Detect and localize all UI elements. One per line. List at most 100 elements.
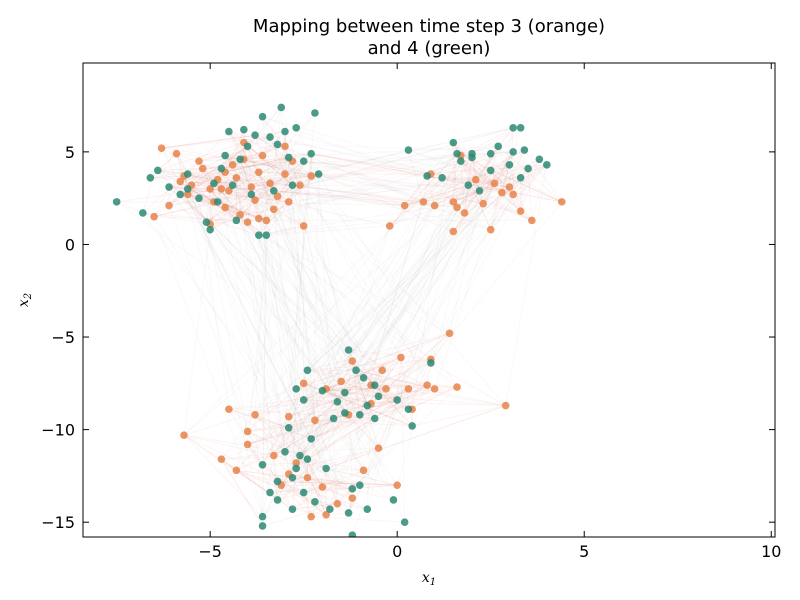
mapping-link bbox=[168, 197, 200, 207]
mapping-link bbox=[430, 164, 510, 175]
mapping-link bbox=[206, 182, 271, 223]
green-point bbox=[273, 496, 282, 504]
green-point bbox=[322, 464, 330, 473]
mapping-link bbox=[299, 455, 327, 515]
mapping-link bbox=[277, 160, 305, 197]
mapping-link bbox=[284, 112, 316, 147]
mapping-link bbox=[452, 170, 492, 232]
mapping-link bbox=[262, 155, 293, 478]
mapping-link bbox=[254, 134, 491, 231]
mapping-link bbox=[179, 181, 331, 510]
mapping-link bbox=[292, 486, 323, 510]
mapping-link bbox=[243, 136, 271, 144]
mapping-link bbox=[291, 161, 361, 486]
mapping-link bbox=[236, 177, 293, 186]
mapping-link bbox=[277, 486, 323, 501]
mapping-link bbox=[180, 171, 259, 195]
mapping-link bbox=[258, 212, 465, 236]
mapping-link bbox=[284, 388, 327, 453]
mapping-link bbox=[247, 399, 398, 445]
mapping-link bbox=[423, 190, 480, 203]
mapping-link bbox=[183, 175, 207, 223]
mapping-link bbox=[254, 157, 290, 201]
mapping-link bbox=[396, 201, 563, 401]
mapping-link bbox=[168, 193, 252, 207]
orange-point bbox=[445, 329, 454, 338]
mapping-link bbox=[452, 127, 522, 203]
orange-point bbox=[232, 466, 241, 475]
mapping-link bbox=[183, 170, 492, 436]
mapping-link bbox=[412, 405, 506, 427]
mapping-link bbox=[464, 164, 548, 214]
mapping-link bbox=[116, 201, 155, 218]
mapping-link bbox=[217, 179, 278, 501]
mapping-link bbox=[217, 186, 252, 203]
mapping-link bbox=[262, 416, 290, 466]
mapping-link bbox=[366, 201, 454, 510]
green-point bbox=[303, 366, 312, 375]
green-point bbox=[262, 231, 271, 239]
mapping-link bbox=[359, 384, 372, 415]
mapping-link bbox=[314, 401, 338, 421]
mapping-link bbox=[191, 184, 338, 403]
mapping-link bbox=[307, 458, 353, 499]
mapping-link bbox=[224, 129, 245, 173]
chart-title-line-1: Mapping between time step 3 (orange) bbox=[253, 16, 605, 37]
mapping-link bbox=[221, 458, 271, 493]
mapping-link bbox=[407, 359, 432, 410]
mapping-link bbox=[430, 127, 521, 175]
mapping-link bbox=[225, 153, 312, 173]
x-axis-label-subscript: 1 bbox=[430, 577, 436, 588]
mapping-link bbox=[288, 201, 327, 469]
green-point bbox=[408, 422, 416, 430]
mapping-link bbox=[303, 168, 529, 384]
mapping-link bbox=[340, 381, 409, 410]
green-point bbox=[165, 183, 173, 191]
mapping-link bbox=[262, 416, 290, 466]
mapping-link bbox=[423, 184, 469, 203]
mapping-link bbox=[284, 174, 312, 439]
mapping-link bbox=[333, 418, 364, 471]
mapping-link bbox=[291, 225, 305, 478]
mapping-link bbox=[307, 186, 510, 371]
mapping-link bbox=[527, 168, 533, 221]
mapping-link bbox=[205, 188, 211, 223]
mapping-link bbox=[224, 155, 271, 184]
green-point bbox=[288, 505, 297, 514]
mapping-link bbox=[243, 144, 278, 160]
mapping-link bbox=[187, 188, 398, 486]
mapping-link bbox=[232, 184, 304, 227]
mapping-link bbox=[374, 384, 458, 388]
mapping-link bbox=[348, 349, 435, 390]
mapping-link bbox=[307, 186, 510, 371]
orange-point bbox=[292, 459, 301, 467]
green-point bbox=[427, 359, 435, 367]
mapping-link bbox=[322, 388, 386, 392]
green-point bbox=[400, 518, 409, 526]
mapping-link bbox=[220, 142, 454, 460]
mapping-link bbox=[404, 175, 428, 206]
mapping-link bbox=[280, 107, 290, 202]
mapping-link bbox=[531, 164, 548, 221]
mapping-link bbox=[321, 390, 338, 504]
green-point bbox=[292, 124, 301, 132]
orange-point bbox=[307, 172, 315, 180]
mapping-link bbox=[453, 164, 548, 203]
mapping-link bbox=[266, 225, 390, 236]
green-point bbox=[344, 509, 353, 517]
mapping-link bbox=[243, 158, 319, 175]
mapping-link bbox=[228, 408, 301, 456]
mapping-link bbox=[374, 384, 506, 407]
mapping-link bbox=[508, 164, 522, 212]
green-point bbox=[273, 477, 282, 486]
mapping-link bbox=[225, 156, 289, 173]
mapping-link bbox=[149, 177, 372, 386]
orange-point bbox=[307, 512, 315, 521]
mapping-link bbox=[258, 234, 450, 334]
mapping-link bbox=[434, 157, 473, 206]
mapping-link bbox=[243, 142, 293, 186]
mapping-link bbox=[262, 194, 514, 466]
orange-point bbox=[281, 170, 289, 178]
mapping-link bbox=[213, 182, 278, 197]
mapping-link bbox=[307, 384, 428, 460]
